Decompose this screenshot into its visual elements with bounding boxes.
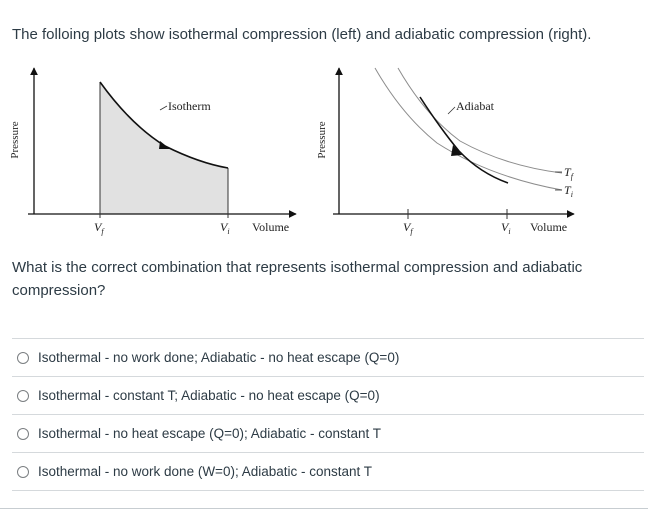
isotherm-label-leader — [159, 105, 168, 111]
adiabat-label: Adiabat — [456, 99, 495, 113]
upper-isotherm-tf — [397, 67, 563, 174]
answer-option-3[interactable]: Isothermal - no heat escape (Q=0); Adiab… — [12, 415, 644, 453]
lower-isotherm-ti — [374, 67, 563, 191]
question-text: What is the correct combination that rep… — [12, 259, 583, 299]
answer-label: Isothermal - no work done (W=0); Adiabat… — [38, 464, 373, 479]
radio-button[interactable] — [17, 465, 29, 478]
isotherm-label: Isotherm — [168, 99, 211, 113]
answer-label: Isothermal - no heat escape (Q=0); Adiab… — [38, 426, 382, 441]
answer-label: Isothermal - constant T; Adiabatic - no … — [38, 388, 380, 403]
left-plot: Isotherm Pressure Vf Vi Volume — [9, 67, 297, 236]
answer-option-1[interactable]: Isothermal - no work done; Adiabatic - n… — [12, 339, 644, 377]
direction-arrowhead — [451, 145, 462, 156]
right-vi-tick-label: Vi — [501, 220, 511, 236]
right-x-axis-label: Volume — [530, 220, 567, 234]
pv-diagrams: Isotherm Pressure Vf Vi Volume Adiabat P… — [9, 67, 575, 236]
left-vf-tick-label: Vf — [94, 220, 105, 236]
left-y-axis-label: Pressure — [9, 121, 21, 158]
adiabat-curve — [419, 96, 509, 184]
answer-label: Isothermal - no work done; Adiabatic - n… — [38, 350, 400, 365]
left-vi-tick-label: Vi — [220, 220, 230, 236]
bottom-divider — [0, 508, 648, 509]
left-x-axis-label: Volume — [252, 220, 289, 234]
right-plot: Adiabat Pressure Vf Vi Volume Tf Ti — [316, 67, 575, 236]
direction-arrowhead — [159, 141, 170, 149]
answer-option-2[interactable]: Isothermal - constant T; Adiabatic - no … — [12, 377, 644, 415]
intro-text: The folloing plots show isothermal compr… — [12, 26, 592, 43]
pv-diagram-figure: Isotherm Pressure Vf Vi Volume Adiabat P… — [0, 60, 648, 245]
tf-label: Tf — [564, 165, 575, 181]
right-y-axis-label: Pressure — [316, 121, 328, 158]
ti-label: Ti — [564, 183, 573, 199]
right-vf-tick-label: Vf — [403, 220, 414, 236]
radio-button[interactable] — [17, 427, 29, 440]
answer-option-4[interactable]: Isothermal - no work done (W=0); Adiabat… — [12, 453, 644, 491]
answer-options: Isothermal - no work done; Adiabatic - n… — [12, 338, 644, 491]
radio-button[interactable] — [17, 351, 29, 364]
radio-button[interactable] — [17, 389, 29, 402]
adiabat-label-leader — [447, 106, 456, 115]
